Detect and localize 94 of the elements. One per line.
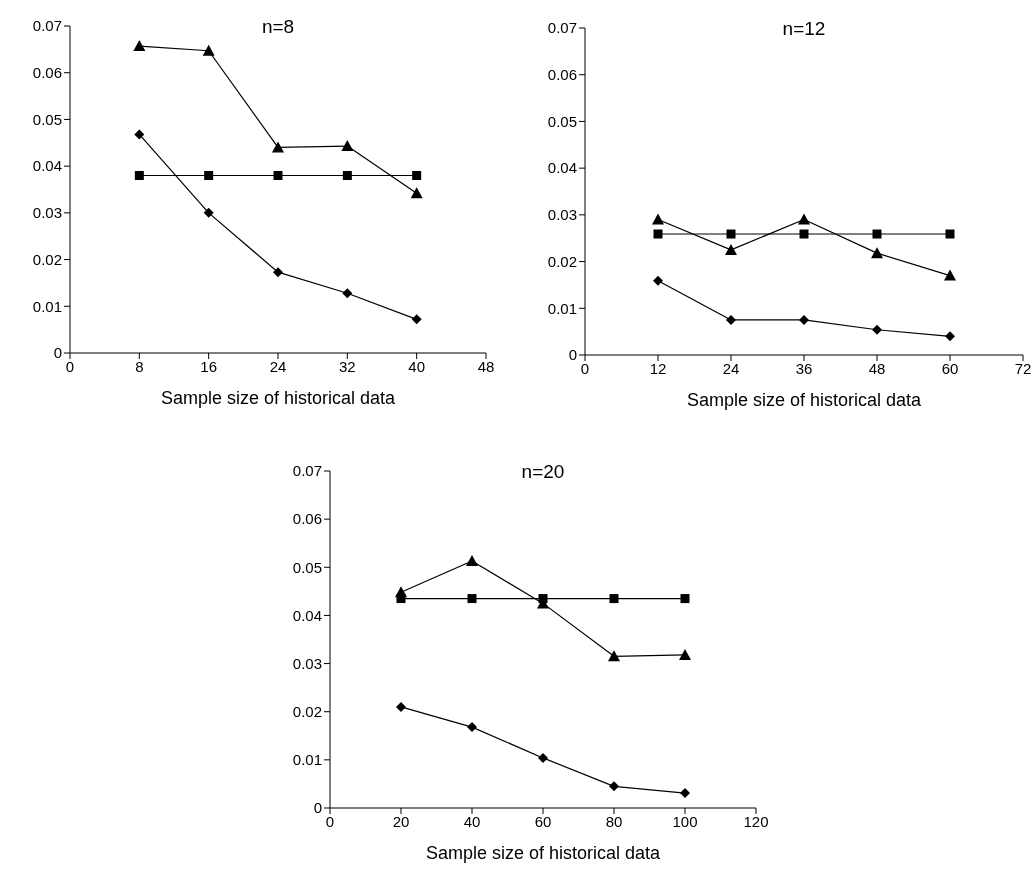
x-tick-label: 60 <box>534 812 552 830</box>
x-tick-label: 40 <box>408 357 426 375</box>
x-tick-label: 0 <box>325 812 335 830</box>
x-tick-label: 24 <box>269 357 287 375</box>
y-tick-label: 0.03 <box>292 654 322 672</box>
y-tick-label: 0.02 <box>292 703 322 721</box>
point <box>412 170 422 180</box>
point <box>467 594 477 604</box>
y-tick-label: 0.04 <box>547 159 577 177</box>
point <box>342 170 352 180</box>
y-tick-label: 0.07 <box>547 19 577 37</box>
x-tick-label: 20 <box>392 812 410 830</box>
x-tick-label: 80 <box>605 812 623 830</box>
point <box>871 247 883 259</box>
point <box>538 594 548 604</box>
point <box>133 40 146 52</box>
x-axis-title: Sample size of historical data <box>686 390 923 410</box>
point <box>653 275 663 286</box>
point <box>726 314 736 325</box>
point <box>872 324 882 335</box>
point <box>725 243 737 255</box>
point <box>341 140 354 152</box>
y-tick-label: 0.05 <box>292 558 322 576</box>
y-tick-label: 0.02 <box>32 250 62 268</box>
point <box>396 594 406 604</box>
point <box>679 648 691 660</box>
point <box>203 207 214 218</box>
point <box>396 701 406 712</box>
point <box>609 781 619 792</box>
y-tick-label: 0 <box>313 799 322 817</box>
y-tick-label: 0.07 <box>32 17 62 35</box>
point <box>653 229 663 239</box>
point <box>467 722 477 733</box>
x-tick-label: 24 <box>722 359 740 377</box>
y-tick-label: 0.06 <box>292 510 322 528</box>
x-tick-label: 12 <box>649 359 667 377</box>
chart-title: n=8 <box>260 16 296 38</box>
y-tick-label: 0 <box>53 344 62 362</box>
y-tick-label: 0.04 <box>32 157 62 175</box>
y-tick-label: 0.01 <box>32 297 62 315</box>
y-tick-label: 0.02 <box>547 252 577 270</box>
x-axis-title: Sample size of historical data <box>160 388 397 408</box>
point <box>134 170 144 180</box>
chart-title: n=12 <box>781 18 827 40</box>
x-tick-label: 120 <box>743 812 769 830</box>
x-axis-title: Sample size of historical data <box>425 843 662 863</box>
point <box>872 229 882 239</box>
y-tick-label: 0.05 <box>32 110 62 128</box>
point <box>411 314 422 325</box>
point <box>466 555 478 567</box>
x-tick-label: 8 <box>135 357 144 375</box>
point <box>342 288 353 299</box>
point <box>538 752 548 763</box>
point <box>273 267 283 278</box>
point <box>726 229 736 239</box>
y-tick-label: 0.04 <box>292 606 322 624</box>
point <box>272 141 284 153</box>
point <box>273 170 283 180</box>
x-tick-label: 0 <box>580 359 590 377</box>
point <box>680 788 690 799</box>
point <box>799 229 809 239</box>
point <box>799 314 809 325</box>
chart-title: n=20 <box>520 461 566 483</box>
x-tick-label: 72 <box>1014 359 1032 377</box>
point <box>202 44 215 56</box>
y-tick-label: 0 <box>568 346 577 364</box>
y-tick-label: 0.07 <box>292 462 322 480</box>
point <box>134 129 145 140</box>
y-tick-label: 0.03 <box>547 206 577 224</box>
point <box>945 229 955 239</box>
point <box>652 213 664 225</box>
point <box>609 594 619 604</box>
y-tick-label: 0.05 <box>547 112 577 130</box>
y-tick-label: 0.06 <box>547 66 577 84</box>
point <box>204 170 214 180</box>
x-tick-label: 32 <box>338 357 356 375</box>
x-tick-label: 40 <box>463 812 481 830</box>
point <box>410 187 423 199</box>
point <box>798 213 810 225</box>
point <box>944 269 956 281</box>
x-tick-label: 100 <box>672 812 698 830</box>
y-tick-label: 0.03 <box>32 204 62 222</box>
y-tick-label: 0.01 <box>547 299 577 317</box>
x-tick-label: 36 <box>795 359 813 377</box>
point <box>608 650 620 662</box>
x-tick-label: 16 <box>200 357 218 375</box>
y-tick-label: 0.06 <box>32 64 62 82</box>
x-tick-label: 48 <box>868 359 886 377</box>
x-tick-label: 60 <box>941 359 959 377</box>
x-tick-label: 0 <box>65 357 75 375</box>
point <box>945 331 955 342</box>
point <box>680 594 690 604</box>
x-tick-label: 48 <box>477 357 495 375</box>
y-tick-label: 0.01 <box>292 751 322 769</box>
